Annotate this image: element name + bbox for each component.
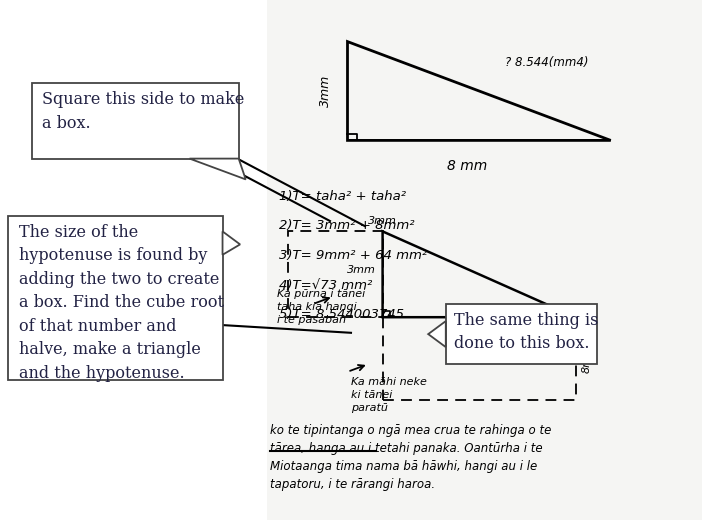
- FancyBboxPatch shape: [446, 304, 597, 364]
- Text: 8mm: 8mm: [581, 344, 591, 373]
- Text: 2)T= 3mm² + 8mm²: 2)T= 3mm² + 8mm²: [279, 219, 415, 232]
- Text: The size of the
hypotenuse is found by
adding the two to create
a box. Find the : The size of the hypotenuse is found by a…: [19, 224, 224, 382]
- Text: Square this side to make
a box.: Square this side to make a box.: [42, 91, 244, 132]
- Polygon shape: [428, 321, 446, 347]
- Text: 8mm: 8mm: [445, 306, 475, 316]
- Text: 8 mm: 8 mm: [446, 159, 487, 173]
- Text: 4)T=√73 mm²: 4)T=√73 mm²: [279, 279, 373, 292]
- Text: 1)T= taha² + taha²: 1)T= taha² + taha²: [279, 190, 406, 203]
- Text: ko te tipintanga o ngā mea crua te rahinga o te
tārea, hanga au i tetahi panaka.: ko te tipintanga o ngā mea crua te rahin…: [270, 424, 552, 491]
- FancyBboxPatch shape: [267, 0, 702, 520]
- Polygon shape: [223, 231, 240, 255]
- Text: 3mm: 3mm: [347, 265, 376, 276]
- FancyBboxPatch shape: [32, 83, 239, 159]
- Text: Ka māhi neke
ki tānei
paratū: Ka māhi neke ki tānei paratū: [351, 377, 427, 413]
- Text: 3mm: 3mm: [368, 216, 397, 226]
- FancyBboxPatch shape: [8, 216, 223, 380]
- Text: Ka pūrna i tānei
taha kia hangi
i te pasaban: Ka pūrna i tānei taha kia hangi i te pas…: [277, 289, 366, 325]
- Text: 3mm: 3mm: [319, 75, 332, 107]
- Text: The same thing is
done to this box.: The same thing is done to this box.: [454, 312, 599, 353]
- Polygon shape: [190, 159, 246, 179]
- Text: 5)T= 8.544003745: 5)T= 8.544003745: [279, 308, 404, 321]
- Text: 3)T= 9mm² + 64 mm²: 3)T= 9mm² + 64 mm²: [279, 249, 428, 262]
- Text: ? 8.544(mm4): ? 8.544(mm4): [505, 56, 589, 69]
